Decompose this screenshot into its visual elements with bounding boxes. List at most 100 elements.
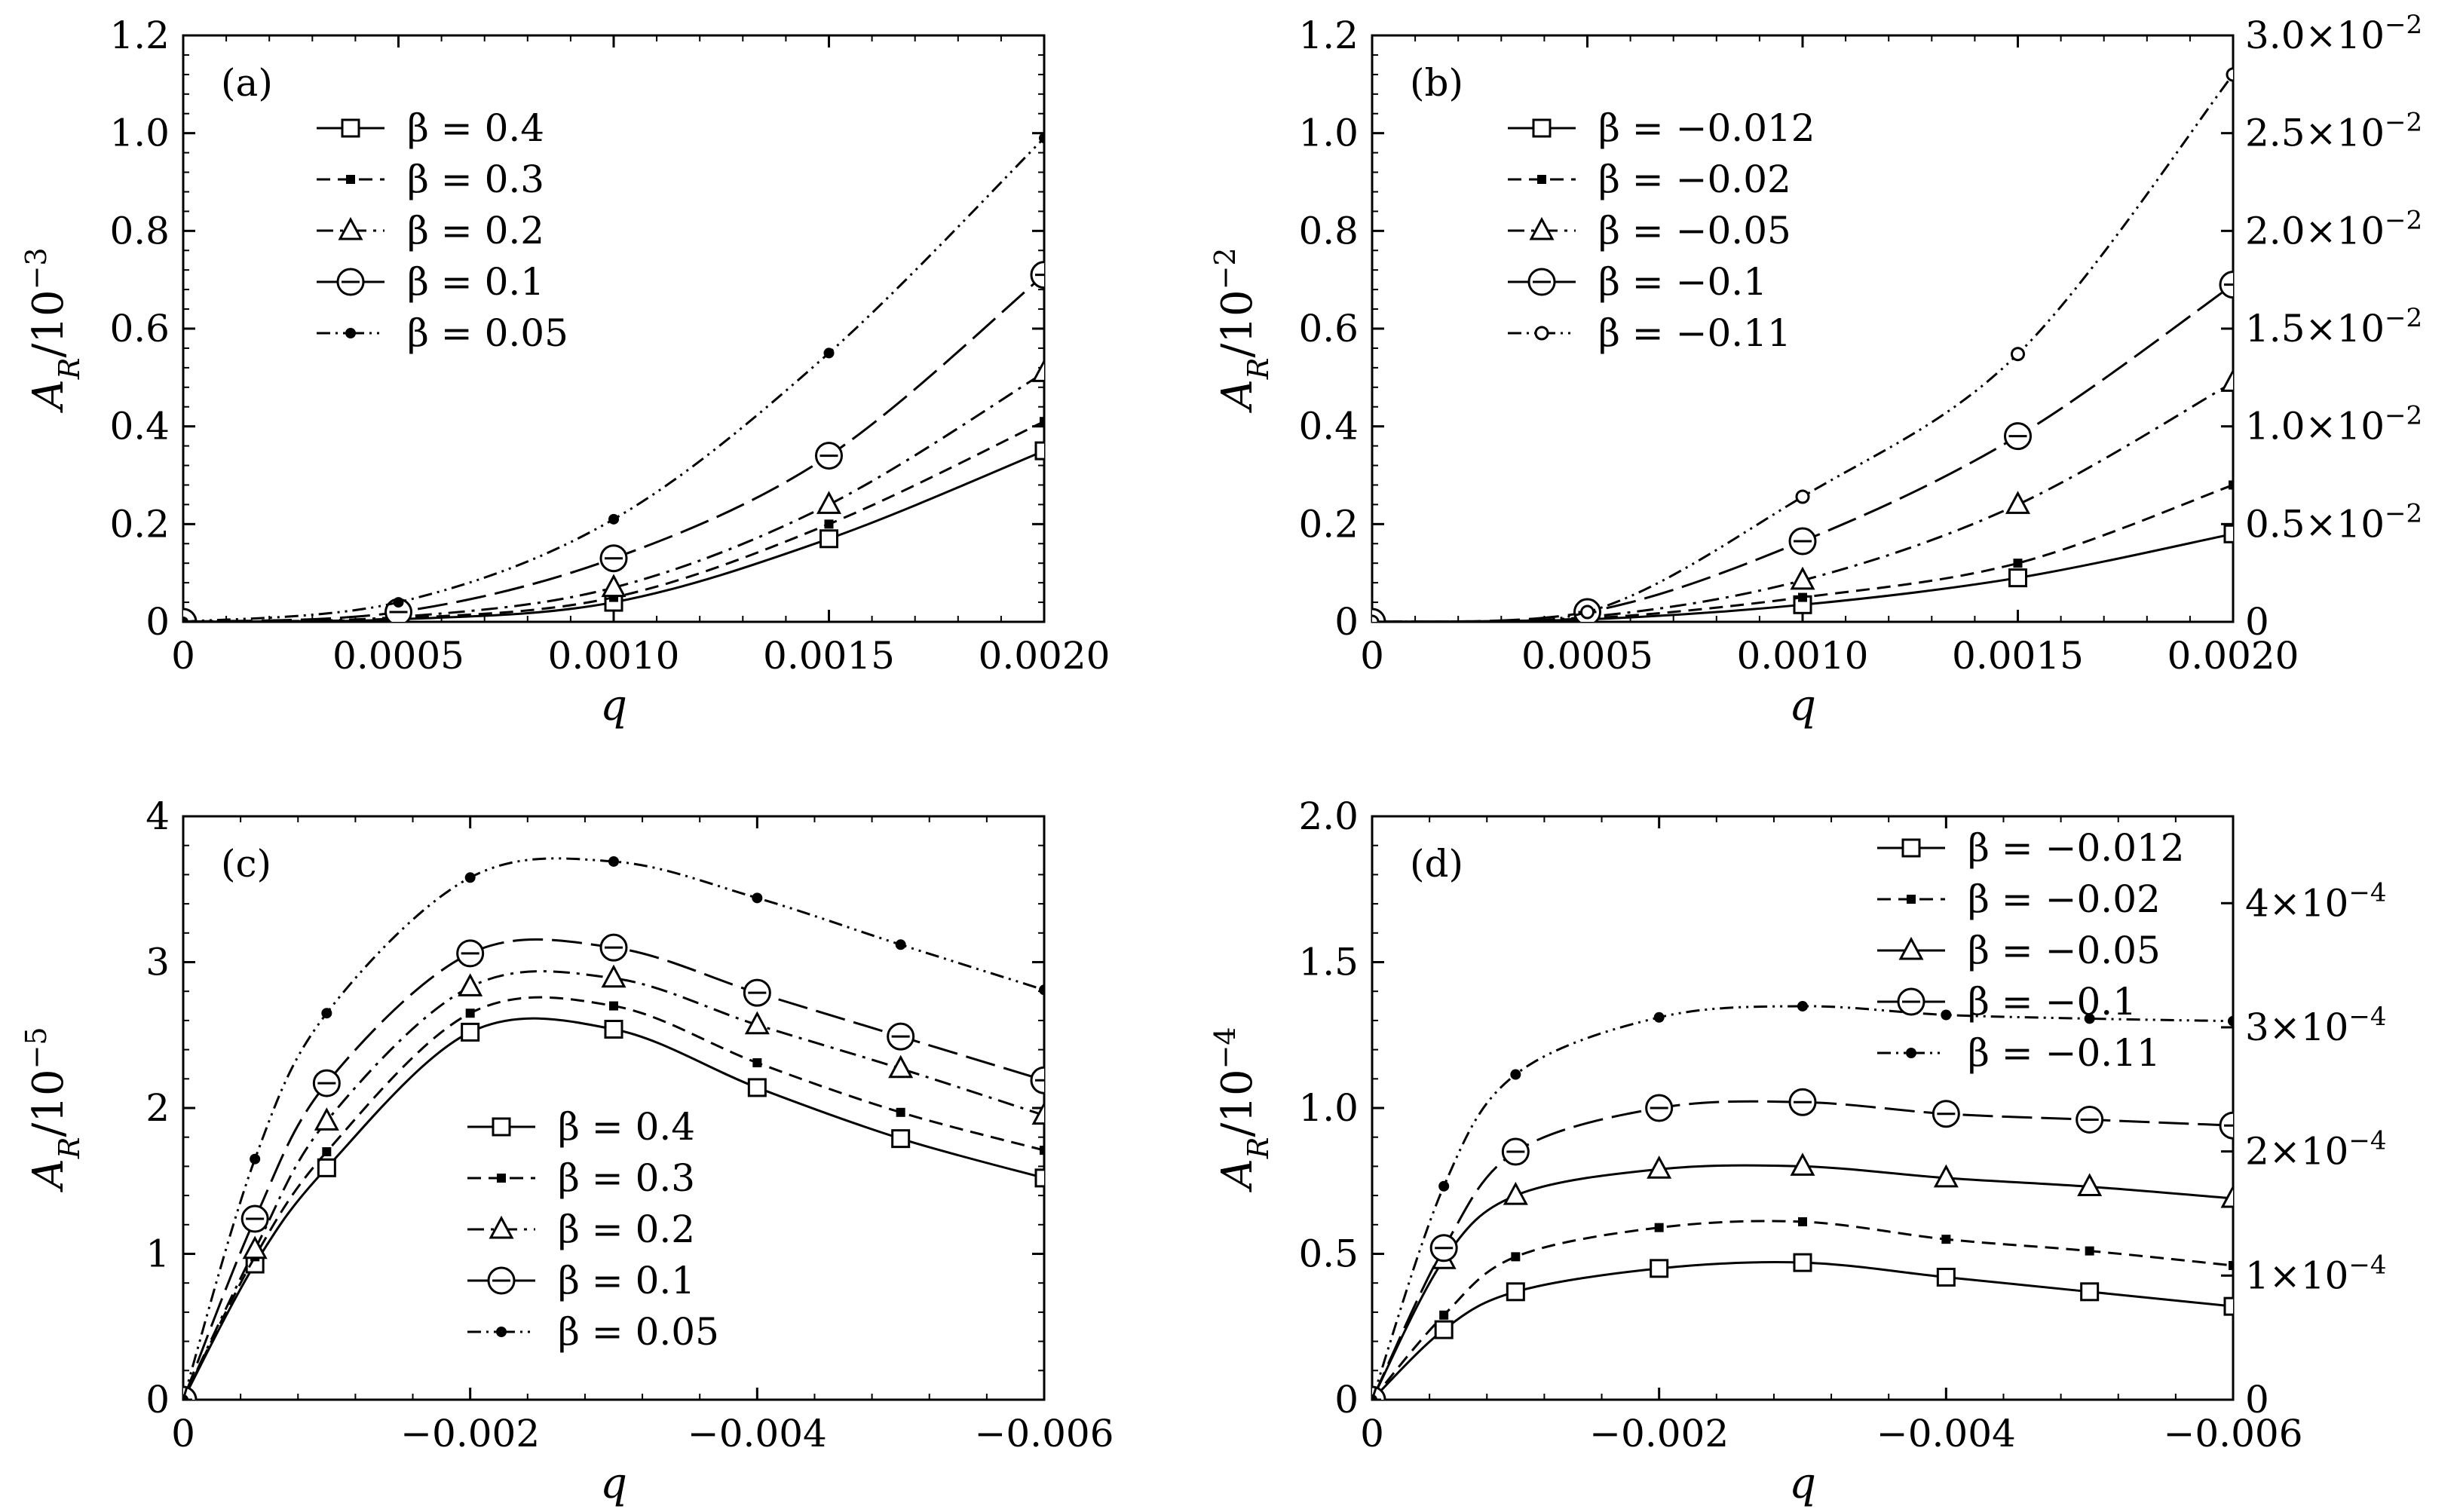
data-point [819, 529, 838, 549]
panel-label: (d) [1410, 842, 1463, 886]
right-y-tick-label: 2.5×10−2 [2245, 108, 2422, 155]
data-point [823, 347, 835, 359]
panel-label: (b) [1410, 61, 1463, 105]
data-point [752, 892, 763, 904]
right-y-tick-label: 2×10−4 [2245, 1126, 2386, 1174]
data-point [1501, 1137, 1530, 1166]
series-line [1372, 73, 2233, 622]
data-point [1429, 1234, 1458, 1263]
y-tick-label: 1.0 [109, 112, 170, 155]
data-point [1790, 1152, 1815, 1176]
legend-label: β = −0.1 [1968, 980, 2137, 1024]
data-point [1936, 1267, 1956, 1287]
x-axis-label: q [1789, 681, 1816, 730]
data-point [242, 1235, 268, 1259]
legend-label: β = 0.3 [407, 158, 544, 201]
data-point [1798, 1217, 1807, 1226]
data-point [312, 1069, 341, 1097]
y-tick-label: 0.8 [1298, 209, 1359, 253]
legend-label: β = −0.05 [1598, 209, 1791, 253]
legend-label: β = 0.4 [407, 106, 544, 150]
legend-marker [345, 328, 356, 338]
y-tick-label: 0.6 [1298, 307, 1359, 350]
legend-label: β = −0.11 [1968, 1031, 2161, 1075]
data-point [1034, 1168, 1044, 1188]
data-point [1510, 1069, 1521, 1080]
right-y-tick-label: 0.5×10−2 [2245, 498, 2422, 546]
data-point [2008, 568, 2027, 588]
right-y-tick-label: 0 [2245, 1378, 2269, 1422]
data-point [1798, 592, 1807, 602]
data-point [1030, 261, 1044, 289]
data-point [1788, 1088, 1817, 1116]
x-tick-label: 0 [171, 634, 195, 678]
data-point [609, 1001, 618, 1011]
panel-label: (c) [221, 842, 271, 886]
data-point [465, 1009, 475, 1018]
data-point [240, 1204, 269, 1233]
data-point [183, 617, 188, 622]
x-tick-label: 0 [1360, 1412, 1384, 1455]
right-y-tick-label: 0 [2245, 600, 2269, 644]
x-tick-label: 0.0005 [1521, 634, 1653, 678]
series-line [183, 1017, 1044, 1400]
data-point [1031, 359, 1044, 382]
y-tick-label: 1.2 [1298, 14, 1359, 57]
legend-label: β = −0.02 [1968, 877, 2161, 921]
y-tick-label: 0.4 [1298, 405, 1359, 448]
data-point [1372, 614, 1380, 622]
x-axis-label: q [1789, 1459, 1816, 1508]
data-point [815, 442, 843, 470]
legend-marker [1534, 326, 1549, 341]
x-tick-label: −0.006 [974, 1412, 1114, 1455]
y-tick-label: 0.2 [109, 502, 170, 546]
legend-label: β = −0.012 [1968, 826, 2185, 870]
data-point [2085, 1246, 2094, 1256]
legend-marker [489, 1215, 514, 1239]
legend-label: β = 0.4 [558, 1105, 695, 1149]
legend: β = 0.4 β = 0.3 β = 0.2 β = 0.1 β = 0.05 [317, 106, 568, 355]
legend-label: β = 0.2 [407, 209, 544, 253]
series-line [183, 970, 1044, 1400]
x-tick-label: 0.0020 [2167, 634, 2299, 678]
data-point [250, 1153, 261, 1165]
legend-label: β = 0.1 [407, 260, 544, 304]
right-y-tick-label: 4×10−4 [2245, 877, 2386, 925]
data-point [1790, 566, 1815, 590]
plot-frame [182, 34, 1046, 623]
data-point [604, 1020, 623, 1039]
series-4 [1372, 1000, 2233, 1400]
panel-c: 0 −0.002 −0.004 −0.006 0 1 2 3 4 q AR/10−5 (c) β = 0… [20, 794, 1114, 1508]
data-point [1434, 1320, 1454, 1339]
y-tick-label: 0.6 [109, 307, 170, 350]
series-line [1372, 1100, 2233, 1400]
x-tick-label: −0.004 [1876, 1412, 2016, 1455]
data-point [1040, 1146, 1044, 1155]
data-point [2011, 347, 2025, 362]
data-point [743, 978, 771, 1007]
data-point [321, 1008, 332, 1019]
data-point [1039, 984, 1044, 996]
series-line [183, 857, 1044, 1400]
series-4 [183, 855, 1044, 1400]
data-point [2077, 1173, 2103, 1196]
data-point [744, 1011, 770, 1035]
legend-marker [1529, 216, 1555, 240]
x-tick-label: 0.0015 [1952, 634, 2084, 678]
data-point [1932, 1100, 1960, 1128]
data-point [314, 1107, 339, 1131]
legend-label: β = −0.11 [1598, 311, 1791, 355]
legend-marker [497, 1174, 506, 1183]
legend-marker [336, 268, 365, 296]
data-point [2005, 491, 2031, 514]
series-3 [183, 933, 1044, 1400]
legend-label: β = 0.05 [407, 311, 568, 355]
data-point [1933, 1164, 1959, 1188]
data-point [1438, 1180, 1450, 1192]
series-line [183, 996, 1044, 1400]
data-point [601, 964, 626, 988]
right-y-tick-label: 3.0×10−2 [2245, 10, 2422, 57]
data-point [2223, 1296, 2233, 1316]
panel-d: 0 −0.002 −0.004 −0.00600.51.01.52.001×10−42… [1209, 794, 2386, 1508]
